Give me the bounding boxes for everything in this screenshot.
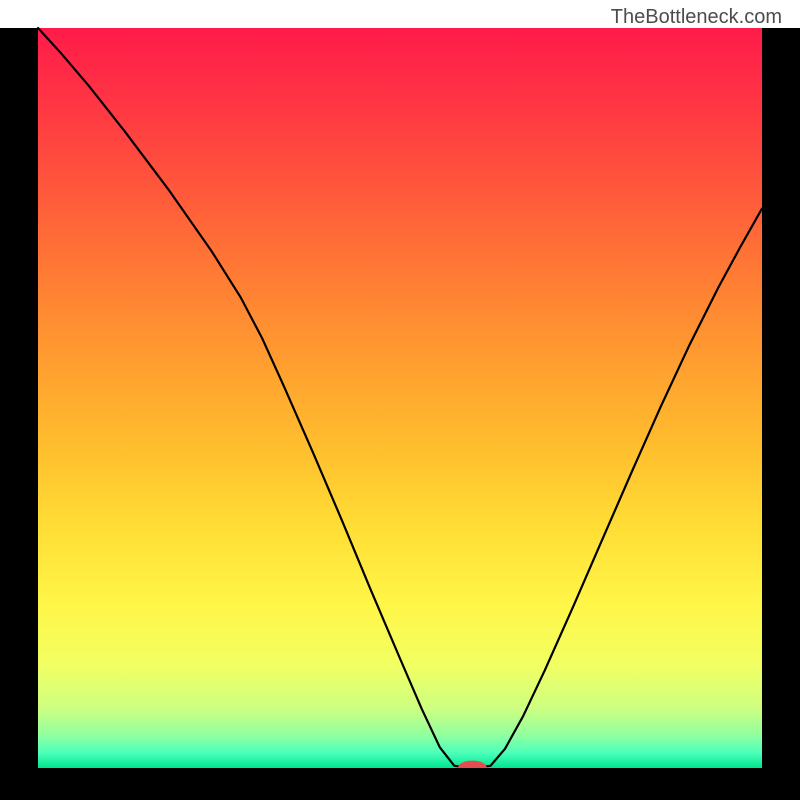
chart-container: TheBottleneck.com (0, 0, 800, 800)
frame-bottom (0, 768, 800, 800)
bottleneck-chart (0, 0, 800, 800)
frame-left (0, 28, 38, 800)
watermark-text: TheBottleneck.com (611, 6, 782, 29)
frame-right (762, 28, 800, 800)
